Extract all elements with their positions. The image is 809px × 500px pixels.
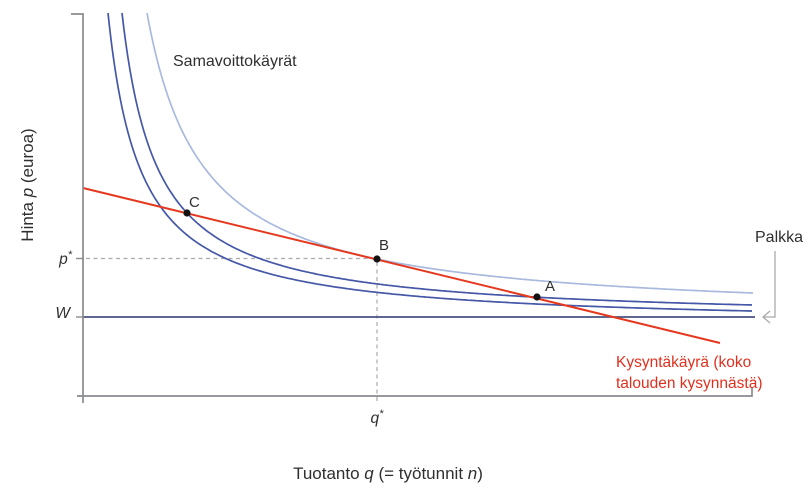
demand-curve-line — [82, 187, 721, 344]
point-C — [183, 209, 191, 217]
point-A — [533, 293, 541, 301]
demand-label-line2: talouden kysynnästä) — [616, 375, 762, 392]
y-axis-title: Hinta p (euroa) — [18, 128, 37, 241]
q-star-label: q* — [371, 408, 385, 427]
x-axis — [77, 388, 753, 397]
isoprofit-label: Samavoittokäyrät — [173, 53, 297, 70]
guide-lines — [86, 257, 378, 404]
demand-label-line1: Kysyntäkäyrä (koko — [616, 354, 751, 371]
data-points: A B C — [183, 194, 555, 301]
x-axis-title: Tuotanto q (= työtunnit n) — [293, 464, 483, 483]
isoprofit-high — [146, 12, 754, 294]
isoprofit-low — [107, 12, 752, 312]
point-label-B: B — [379, 237, 389, 254]
p-star-label: p* — [58, 249, 73, 268]
wage-pointer-arrow — [762, 251, 776, 324]
wage-label: Palkka — [755, 229, 803, 246]
w-label: W — [55, 305, 71, 322]
isoprofit-curves — [107, 12, 754, 312]
point-label-C: C — [189, 194, 200, 211]
point-label-A: A — [545, 278, 555, 295]
y-axis — [71, 13, 84, 403]
isoprofit-mid — [121, 12, 753, 306]
point-B — [373, 255, 381, 263]
